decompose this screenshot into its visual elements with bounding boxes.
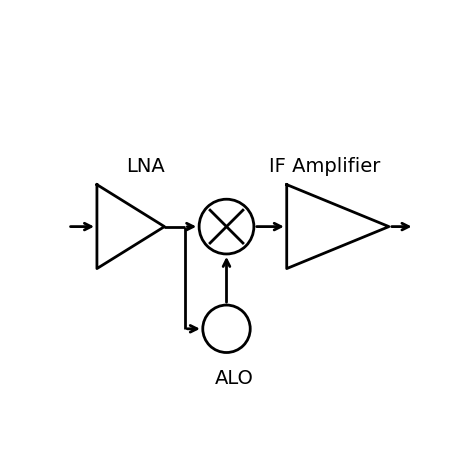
Text: IF Amplifier: IF Amplifier [269, 157, 381, 176]
Text: ALO: ALO [214, 369, 253, 388]
Text: LNA: LNA [126, 157, 165, 176]
